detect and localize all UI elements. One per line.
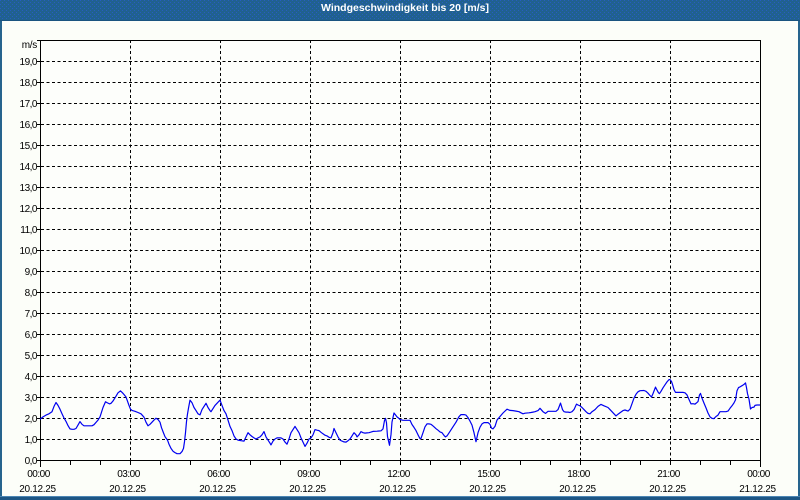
svg-text:20.12.25: 20.12.25	[649, 484, 686, 495]
svg-text:00:00: 00:00	[747, 469, 770, 480]
svg-text:0,0: 0,0	[25, 456, 38, 467]
svg-text:m/s: m/s	[22, 40, 38, 51]
svg-text:6,0: 6,0	[25, 330, 38, 341]
svg-text:20.12.25: 20.12.25	[199, 484, 236, 495]
svg-text:20.12.25: 20.12.25	[19, 484, 56, 495]
svg-text:17,0: 17,0	[20, 99, 38, 110]
svg-text:8,0: 8,0	[25, 288, 38, 299]
svg-text:21.12.25: 21.12.25	[739, 484, 776, 495]
svg-text:18,0: 18,0	[20, 78, 38, 89]
svg-text:12:00: 12:00	[387, 469, 410, 480]
svg-text:9,0: 9,0	[25, 267, 38, 278]
svg-text:20.12.25: 20.12.25	[289, 484, 326, 495]
svg-text:19,0: 19,0	[20, 57, 38, 68]
svg-text:4,0: 4,0	[25, 372, 38, 383]
svg-text:11,0: 11,0	[20, 225, 38, 236]
svg-text:20.12.25: 20.12.25	[109, 484, 146, 495]
svg-text:5,0: 5,0	[25, 351, 38, 362]
svg-text:16,0: 16,0	[20, 120, 38, 131]
svg-text:13,0: 13,0	[20, 183, 38, 194]
svg-text:03:00: 03:00	[117, 469, 140, 480]
svg-text:10,0: 10,0	[20, 246, 38, 257]
svg-text:15,0: 15,0	[20, 141, 38, 152]
svg-text:00:00: 00:00	[27, 469, 50, 480]
svg-text:12,0: 12,0	[20, 204, 38, 215]
svg-text:14,0: 14,0	[20, 162, 38, 173]
svg-text:06:00: 06:00	[207, 469, 230, 480]
svg-text:7,0: 7,0	[25, 309, 38, 320]
svg-text:09:00: 09:00	[297, 469, 320, 480]
svg-text:18:00: 18:00	[567, 469, 590, 480]
svg-text:3,0: 3,0	[25, 393, 38, 404]
svg-text:20.12.25: 20.12.25	[559, 484, 596, 495]
svg-text:20.12.25: 20.12.25	[379, 484, 416, 495]
svg-text:1,0: 1,0	[25, 435, 38, 446]
svg-text:2,0: 2,0	[25, 414, 38, 425]
svg-text:20.12.25: 20.12.25	[469, 484, 506, 495]
svg-text:21:00: 21:00	[657, 469, 680, 480]
svg-text:15:00: 15:00	[477, 469, 500, 480]
